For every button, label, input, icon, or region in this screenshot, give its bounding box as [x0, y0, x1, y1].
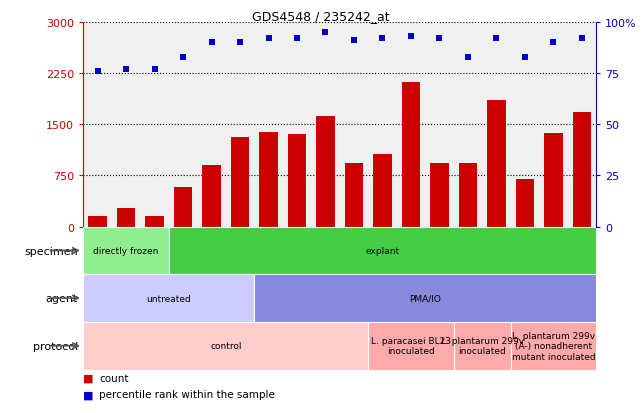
Bar: [572, 113, 591, 227]
Bar: [174, 188, 192, 227]
Bar: [169, 227, 596, 275]
Bar: [146, 216, 164, 227]
Text: explant: explant: [365, 247, 399, 255]
Bar: [259, 133, 278, 227]
Text: L. plantarum 299v
(A-) nonadherent
mutant inoculated: L. plantarum 299v (A-) nonadherent mutan…: [512, 331, 595, 361]
Text: protocol: protocol: [33, 341, 78, 351]
Bar: [83, 227, 169, 275]
Bar: [316, 117, 335, 227]
Bar: [544, 134, 563, 227]
Bar: [368, 322, 454, 370]
Text: L. paracasei BL23
inoculated: L. paracasei BL23 inoculated: [371, 336, 451, 356]
Bar: [402, 83, 420, 227]
Text: untreated: untreated: [146, 294, 191, 303]
Bar: [83, 322, 368, 370]
Text: directly frozen: directly frozen: [94, 247, 159, 255]
Text: control: control: [210, 342, 242, 350]
Text: L. plantarum 299v
inoculated: L. plantarum 299v inoculated: [440, 336, 524, 356]
Bar: [254, 275, 596, 322]
Bar: [373, 155, 392, 227]
Bar: [231, 137, 249, 227]
Bar: [515, 179, 534, 227]
Bar: [88, 217, 107, 227]
Bar: [117, 209, 135, 227]
Bar: [430, 164, 449, 227]
Text: agent: agent: [46, 293, 78, 304]
Bar: [288, 135, 306, 227]
Text: GDS4548 / 235242_at: GDS4548 / 235242_at: [252, 10, 389, 23]
Bar: [83, 275, 254, 322]
Bar: [487, 101, 506, 227]
Text: specimen: specimen: [24, 246, 78, 256]
Bar: [345, 164, 363, 227]
Text: percentile rank within the sample: percentile rank within the sample: [99, 389, 275, 399]
Bar: [454, 322, 511, 370]
Bar: [459, 164, 477, 227]
Bar: [511, 322, 596, 370]
Text: ■: ■: [83, 373, 94, 383]
Bar: [203, 166, 221, 227]
Text: PMA/IO: PMA/IO: [409, 294, 441, 303]
Text: ■: ■: [83, 389, 94, 399]
Text: count: count: [99, 373, 129, 383]
